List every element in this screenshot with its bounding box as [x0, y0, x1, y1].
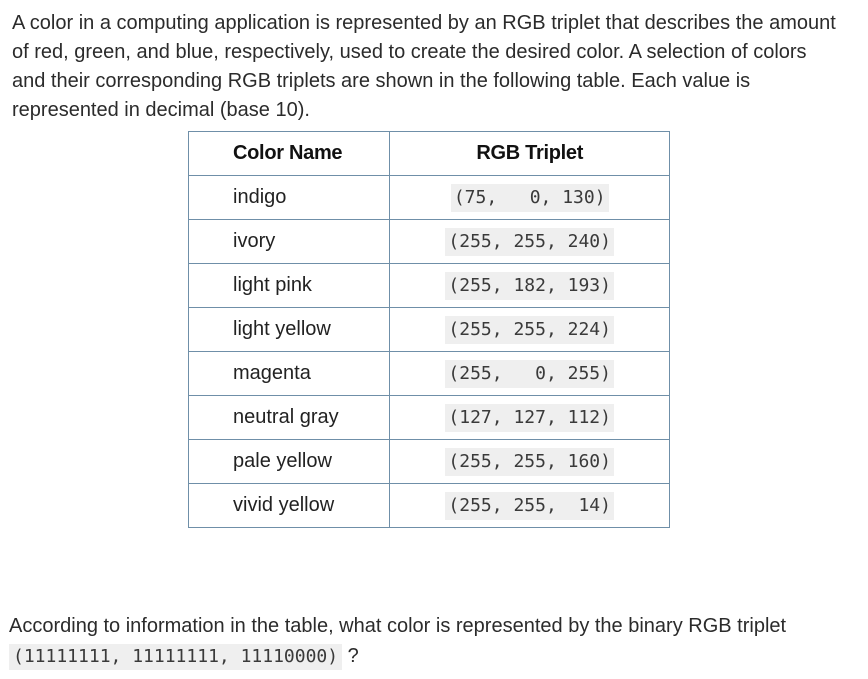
rgb-triplet-code: (255, 0, 255) — [445, 359, 614, 388]
table-row: neutral gray (127, 127, 112) — [187, 395, 670, 440]
color-name-cell: light pink — [187, 263, 391, 308]
color-name-cell: light yellow — [187, 307, 391, 352]
rgb-triplet-cell: (255, 255, 14) — [389, 483, 670, 528]
color-table: Color Name RGB Triplet indigo (75, 0, 13… — [187, 131, 670, 528]
header-rgb-triplet: RGB Triplet — [389, 131, 670, 176]
table-row: ivory (255, 255, 240) — [187, 219, 670, 264]
color-name-cell: neutral gray — [187, 395, 391, 440]
question-mark: ? — [347, 645, 359, 667]
header-color-name: Color Name — [187, 131, 391, 176]
rgb-triplet-cell: (75, 0, 130) — [389, 175, 670, 220]
table-header-row: Color Name RGB Triplet — [187, 131, 670, 176]
rgb-triplet-cell: (127, 127, 112) — [389, 395, 670, 440]
rgb-triplet-cell: (255, 255, 240) — [389, 219, 670, 264]
rgb-triplet-code: (255, 255, 160) — [445, 447, 614, 476]
color-name-cell: indigo — [187, 175, 391, 220]
color-name-cell: pale yellow — [187, 439, 391, 484]
rgb-triplet-cell: (255, 255, 160) — [389, 439, 670, 484]
rgb-triplet-code: (255, 255, 14) — [445, 491, 614, 520]
color-name-cell: ivory — [187, 219, 391, 264]
rgb-triplet-code: (75, 0, 130) — [450, 183, 609, 212]
rgb-triplet-code: (255, 255, 240) — [445, 227, 614, 256]
question-paragraph: According to information in the table, w… — [9, 611, 849, 671]
table-row: vivid yellow (255, 255, 14) — [187, 483, 670, 528]
intro-paragraph: A color in a computing application is re… — [12, 12, 836, 121]
table-row: magenta (255, 0, 255) — [187, 351, 670, 396]
rgb-triplet-code: (255, 255, 224) — [445, 315, 614, 344]
table-row: indigo (75, 0, 130) — [187, 175, 670, 220]
table-row: light pink (255, 182, 193) — [187, 263, 670, 308]
color-name-cell: magenta — [187, 351, 391, 396]
binary-triplet-code: (11111111, 11111111, 11110000) — [9, 644, 343, 670]
rgb-triplet-cell: (255, 0, 255) — [389, 351, 670, 396]
rgb-triplet-code: (127, 127, 112) — [445, 403, 614, 432]
table-row: light yellow (255, 255, 224) — [187, 307, 670, 352]
rgb-triplet-cell: (255, 182, 193) — [389, 263, 670, 308]
rgb-triplet-cell: (255, 255, 224) — [389, 307, 670, 352]
rgb-triplet-code: (255, 182, 193) — [445, 271, 614, 300]
color-name-cell: vivid yellow — [187, 483, 391, 528]
question-text: According to information in the table, w… — [9, 615, 787, 637]
table-row: pale yellow (255, 255, 160) — [187, 439, 670, 484]
